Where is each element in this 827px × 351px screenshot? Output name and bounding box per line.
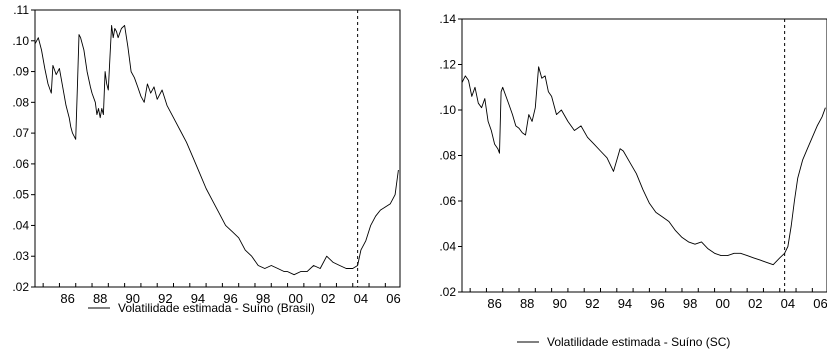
x-tick-label: 92 xyxy=(158,291,172,306)
legend-label: Volatilidade estimada - Suíno (SC) xyxy=(547,335,730,349)
y-tick-label: .10 xyxy=(12,34,29,48)
y-tick-label: .04 xyxy=(439,240,456,254)
y-tick-label: .02 xyxy=(439,285,456,299)
chart-panel-1: .02 .03 .04 .05 .06 .07 .08 .09 .10 .11 86 88 90 92 94… xyxy=(12,3,400,315)
x-tick-label: 90 xyxy=(126,291,140,306)
x-tick-label: 00 xyxy=(288,291,302,306)
y-tick-label: .02 xyxy=(12,280,29,294)
x-tick-label: 02 xyxy=(321,291,335,306)
y-tick-label: .03 xyxy=(12,249,29,263)
x-tick-label: 96 xyxy=(223,291,237,306)
y-tick-label: .06 xyxy=(12,157,29,171)
x-tick-label: 04 xyxy=(781,296,795,311)
chart-panel-2: .02 .04 .06 .08 .10 .12 .14 86 88 90 92 94 96 98 00 02 0… xyxy=(439,12,827,349)
series-line xyxy=(461,66,826,266)
x-tick-label: 06 xyxy=(813,296,827,311)
x-tick-label: 88 xyxy=(93,291,107,306)
x-tick-label: 98 xyxy=(256,291,270,306)
legend-label: Volatilidade estimada - Suíno (Brasil) xyxy=(118,301,315,315)
y-tick-label: .12 xyxy=(439,58,456,72)
x-tick-label: 96 xyxy=(650,296,664,311)
y-tick-label: .08 xyxy=(439,149,456,163)
y-tick-label: .10 xyxy=(439,103,456,117)
x-tick-label: 92 xyxy=(585,296,599,311)
x-tick-label: 94 xyxy=(618,296,632,311)
y-tick-label: .05 xyxy=(12,188,29,202)
y-tick-label: .09 xyxy=(12,65,29,79)
y-tick-label: .14 xyxy=(439,12,456,26)
x-tick-label: 98 xyxy=(683,296,697,311)
y-tick-label: .11 xyxy=(13,3,29,17)
x-tick-label: 02 xyxy=(748,296,762,311)
series-line xyxy=(34,24,399,276)
x-tick-label: 06 xyxy=(386,291,400,306)
y-tick-label: .07 xyxy=(12,126,29,140)
plot-frame xyxy=(34,9,401,288)
x-tick-label: 86 xyxy=(60,291,74,306)
y-tick-label: .06 xyxy=(439,194,456,208)
plot-frame xyxy=(461,18,827,293)
x-tick-label: 88 xyxy=(520,296,534,311)
x-tick-label: 86 xyxy=(487,296,501,311)
x-tick-label: 04 xyxy=(354,291,368,306)
y-tick-label: .04 xyxy=(12,218,29,232)
x-tick-label: 94 xyxy=(191,291,205,306)
y-tick-label: .08 xyxy=(12,95,29,109)
x-tick-label: 00 xyxy=(715,296,729,311)
x-tick-label: 90 xyxy=(553,296,567,311)
